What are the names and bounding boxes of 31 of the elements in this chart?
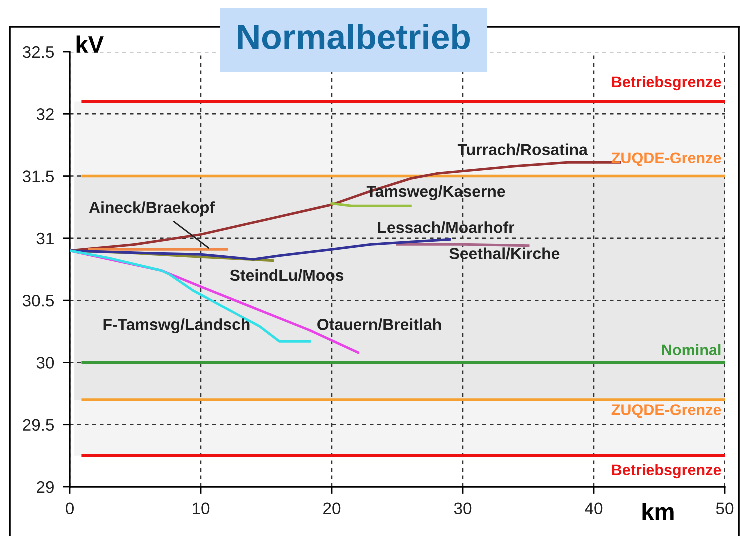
y-tick-label: 31 bbox=[36, 232, 54, 245]
y-tick-label: 32.5 bbox=[22, 46, 54, 58]
series-label: Lessach/Moarhofr bbox=[378, 222, 515, 234]
x-tick-label: 30 bbox=[454, 502, 472, 515]
line-series bbox=[70, 238, 452, 261]
text: Aineck/Braekopf bbox=[89, 202, 216, 216]
chart-title: Normalbetrieb bbox=[238, 24, 470, 50]
x-axis-title: km bbox=[642, 502, 674, 520]
series-label: Tamsweg/Kaserne bbox=[366, 185, 506, 200]
x-tick-label: 50 bbox=[716, 502, 734, 515]
ref-line-label: Nominal bbox=[662, 344, 721, 356]
series-label: F-Tamswg/Landsch bbox=[104, 318, 250, 334]
y-tick-label: 30.5 bbox=[22, 294, 54, 307]
y-tick-label: 30 bbox=[36, 357, 54, 369]
x-tick-label: 40 bbox=[585, 502, 603, 515]
ref-line-label: Betriebsgrenze bbox=[612, 76, 722, 91]
series-label: Otauern/Breitlah bbox=[318, 318, 442, 330]
y-tick-label: 29 bbox=[37, 481, 54, 494]
y-tick-label: 29.5 bbox=[23, 419, 54, 432]
ref-line-label: Betriebsgrenze bbox=[612, 464, 722, 479]
x-tick-label: 20 bbox=[324, 502, 341, 515]
y-tick-label: 32 bbox=[36, 108, 54, 120]
y-axis-title: kV bbox=[76, 36, 104, 53]
ref-line-label: ZUQDE-Grenze bbox=[612, 404, 722, 418]
y-tick-label: 31.5 bbox=[22, 170, 54, 182]
x-tick-label: 10 bbox=[193, 502, 210, 515]
ref-line-label: ZUQDE-Grenze bbox=[612, 152, 722, 166]
series-label: Seethal/Kirche bbox=[450, 248, 560, 260]
x-tick-label: 0 bbox=[66, 502, 74, 515]
series-label: Turrach/Rosatina bbox=[458, 144, 588, 156]
series-label: SteindLu/Moos bbox=[230, 269, 344, 282]
